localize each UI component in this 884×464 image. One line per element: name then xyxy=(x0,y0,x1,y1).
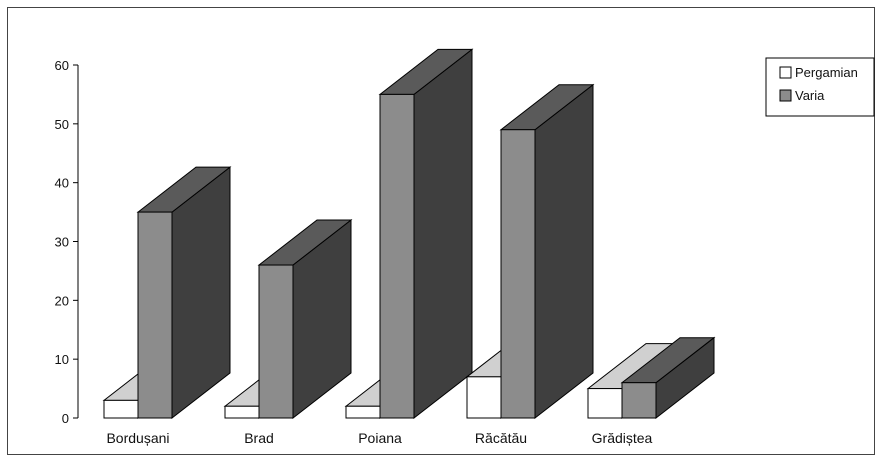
y-tick-label-30: 30 xyxy=(55,235,69,250)
y-tick-label-50: 50 xyxy=(55,117,69,132)
y-tick-label-60: 60 xyxy=(55,58,69,73)
bar-pergamian-r-c-t-u-front xyxy=(466,376,502,419)
x-tick-label-bordu-ani: Bordușani xyxy=(106,430,169,446)
x-tick-label-poiana: Poiana xyxy=(358,430,402,446)
y-tick-label-40: 40 xyxy=(55,176,69,191)
x-tick-label-brad: Brad xyxy=(244,430,274,446)
bar-varia-r-c-t-u-front xyxy=(500,129,536,419)
y-tick-label-10: 10 xyxy=(55,352,69,367)
bars xyxy=(102,48,716,420)
bar-pergamian-poiana-front xyxy=(345,405,381,419)
bar-varia-r-c-t-u-side xyxy=(534,83,594,420)
y-tick-label-0: 0 xyxy=(62,411,69,426)
x-tick-label-r-c-t-u: Răcătău xyxy=(475,430,527,446)
bar-varia-bordu-ani-front xyxy=(137,211,173,419)
bar-varia-poiana xyxy=(378,48,474,420)
bar-varia-brad xyxy=(257,219,353,420)
legend-label-varia: Varia xyxy=(795,88,825,103)
bar-pergamian-gr-di-tea-front xyxy=(587,388,623,419)
bar-varia-gr-di-tea-front xyxy=(621,382,657,419)
bar-varia-r-c-t-u xyxy=(499,83,595,420)
y-axis: 0 10 20 30 40 50 60 xyxy=(55,58,79,426)
bar-varia-bordu-ani xyxy=(136,166,232,420)
legend: Pergamian Varia xyxy=(765,57,875,117)
y-tick-label-20: 20 xyxy=(55,293,69,308)
legend-label-pergamian: Pergamian xyxy=(795,65,858,80)
legend-swatch-varia xyxy=(779,89,792,102)
x-tick-label-gr-di-tea: Grădiștea xyxy=(592,430,653,446)
bar-varia-poiana-front xyxy=(379,93,415,419)
x-axis-labels: Bordușani Brad Poiana Răcătău Grădiștea xyxy=(106,430,652,446)
bar-varia-brad-front xyxy=(258,264,294,419)
bar-varia-gr-di-tea xyxy=(620,336,716,420)
bar-varia-poiana-side xyxy=(413,48,473,420)
bar-pergamian-brad-front xyxy=(224,405,260,419)
legend-swatch-pergamian xyxy=(779,66,792,79)
bar-pergamian-bordu-ani-front xyxy=(103,399,139,419)
